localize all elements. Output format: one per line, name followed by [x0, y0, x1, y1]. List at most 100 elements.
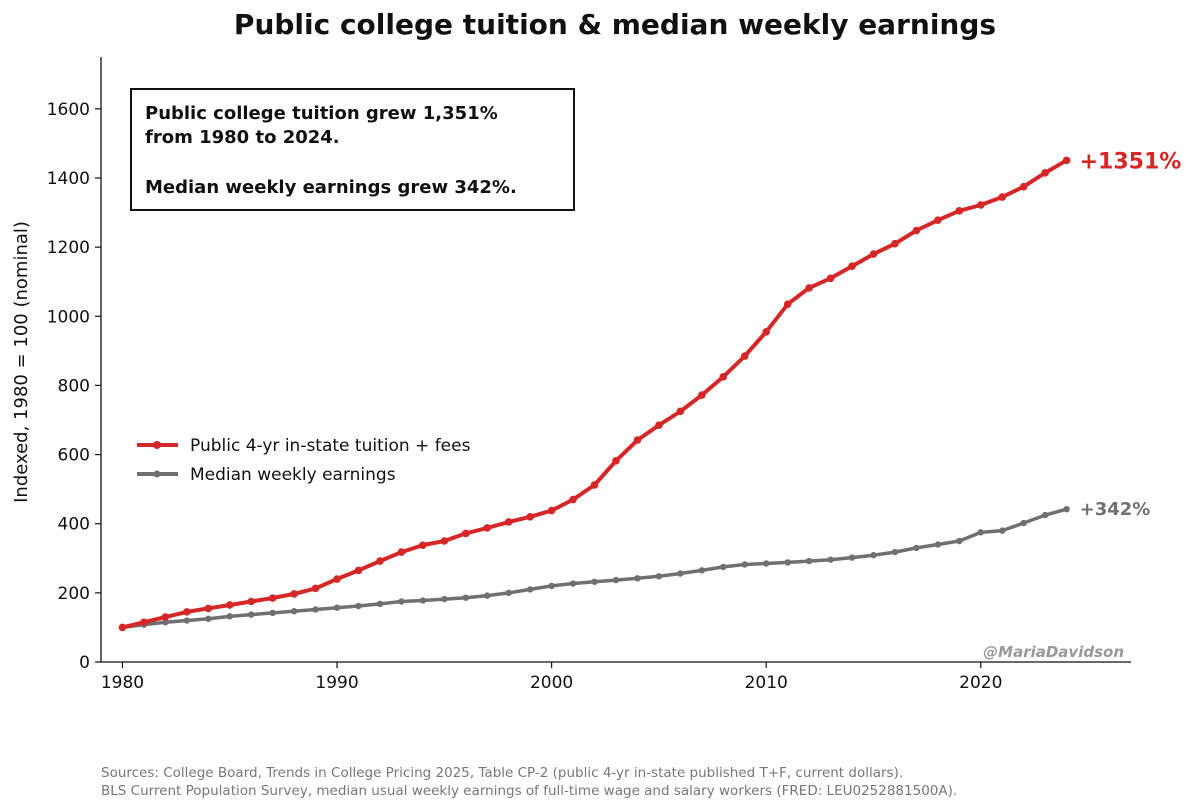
data-point-tuition [976, 201, 985, 209]
data-point-earnings [1041, 511, 1049, 519]
data-point-earnings [870, 551, 877, 559]
data-point-tuition [912, 226, 921, 235]
data-point-tuition [461, 529, 470, 538]
y-axis-label: Indexed, 1980 = 100 (nominal) [11, 221, 32, 503]
y-tick-label: 1000 [47, 307, 90, 327]
data-point-earnings [741, 561, 748, 568]
x-tick-label: 2010 [745, 673, 788, 693]
data-point-earnings [891, 548, 899, 556]
annotation-line-1: Public college tuition grew 1,351% [145, 103, 498, 124]
data-point-tuition [869, 250, 878, 258]
data-point-earnings [569, 580, 577, 587]
series-line-tuition [120, 158, 1069, 630]
data-point-tuition [1019, 182, 1028, 191]
legend-marker-tuition [153, 441, 161, 449]
data-point-earnings [376, 600, 384, 608]
series-line-earnings [120, 507, 1069, 630]
chart-title: Public college tuition & median weekly e… [234, 8, 996, 41]
ticks: 1980 1990 2000 2010 2020 0 200 400 600 800 1000 120… [47, 100, 1003, 693]
data-point-tuition [762, 328, 771, 336]
data-point-earnings [398, 598, 405, 605]
end-label-tuition: +1351% [1080, 149, 1182, 174]
x-tick-label: 1990 [315, 673, 358, 693]
data-point-tuition [998, 193, 1007, 201]
data-point-earnings [999, 527, 1006, 534]
annotation-box: Public college tuition grew 1,351% from … [130, 88, 575, 211]
data-point-tuition [612, 456, 620, 465]
data-point-earnings [934, 541, 942, 548]
legend-label-tuition: Public 4-yr in-state tuition + fees [190, 436, 471, 456]
x-tick-label: 2000 [530, 673, 573, 693]
data-point-tuition [955, 207, 964, 215]
annotation-line-2: from 1980 to 2024. [145, 127, 340, 148]
data-point-earnings [805, 557, 813, 565]
axes [100, 57, 1131, 663]
y-tick-label: 1400 [47, 169, 90, 189]
data-point-tuition [826, 274, 835, 283]
data-point-earnings [913, 544, 920, 552]
data-point-tuition [633, 436, 642, 444]
watermark: @MariaDavidson [983, 643, 1124, 661]
data-point-earnings [419, 597, 427, 604]
data-point-tuition [140, 618, 148, 627]
y-tick-label: 800 [58, 376, 90, 396]
data-point-tuition [290, 590, 298, 598]
data-point-tuition [311, 584, 320, 593]
data-point-earnings [763, 560, 770, 567]
data-point-earnings [591, 578, 598, 585]
data-point-earnings [827, 556, 834, 563]
data-point-tuition [225, 601, 234, 609]
data-point-tuition [655, 421, 663, 429]
data-point-earnings [183, 617, 191, 624]
data-point-earnings [720, 563, 727, 571]
data-point-tuition [333, 575, 341, 583]
y-tick-label: 1600 [47, 100, 90, 120]
data-point-earnings [655, 573, 663, 580]
data-point-earnings [441, 595, 448, 603]
y-tick-label: 200 [58, 584, 90, 604]
data-point-tuition [268, 594, 277, 602]
data-point-tuition [740, 352, 749, 360]
annotation-line-3: Median weekly earnings grew 342%. [145, 177, 517, 198]
x-tick-label: 1980 [101, 673, 144, 693]
data-point-tuition [183, 608, 191, 616]
data-point-earnings [248, 611, 255, 618]
data-point-tuition [247, 597, 256, 606]
data-point-tuition [204, 604, 213, 613]
end-labels: +342% +1351% [1080, 149, 1182, 520]
data-point-earnings [526, 586, 534, 593]
data-point-tuition [891, 239, 899, 248]
data-point-tuition [118, 623, 127, 632]
data-point-tuition [848, 262, 856, 270]
annotation-frame [130, 88, 575, 211]
legend: Public 4-yr in-state tuition + fees Medi… [137, 436, 471, 485]
data-point-earnings [677, 570, 684, 577]
y-tick-label: 600 [58, 446, 90, 466]
source-line-2: BLS Current Population Survey, median us… [101, 783, 957, 799]
data-point-earnings [269, 609, 276, 617]
data-point-tuition [419, 541, 427, 549]
data-point-earnings [1020, 519, 1027, 527]
x-tick-label: 2020 [959, 673, 1002, 693]
data-point-earnings [698, 567, 706, 574]
data-point-tuition [676, 407, 685, 416]
y-tick-label: 400 [58, 515, 90, 535]
data-point-earnings [462, 594, 469, 601]
data-point-earnings [784, 559, 791, 566]
source-line-1: Sources: College Board, Trends in Colleg… [101, 765, 903, 781]
data-point-earnings [484, 592, 491, 599]
y-tick-label: 1200 [47, 238, 90, 258]
data-point-earnings [1063, 505, 1070, 513]
data-point-tuition [590, 481, 599, 489]
data-point-tuition [483, 524, 492, 532]
data-point-earnings [848, 554, 856, 561]
data-point-earnings [205, 615, 212, 622]
data-point-earnings [977, 529, 984, 536]
data-point-earnings [634, 575, 641, 582]
data-point-tuition [161, 613, 170, 621]
data-point-earnings [333, 604, 341, 611]
end-label-earnings: +342% [1080, 499, 1151, 520]
data-point-tuition [526, 513, 534, 521]
data-point-earnings [312, 606, 319, 613]
